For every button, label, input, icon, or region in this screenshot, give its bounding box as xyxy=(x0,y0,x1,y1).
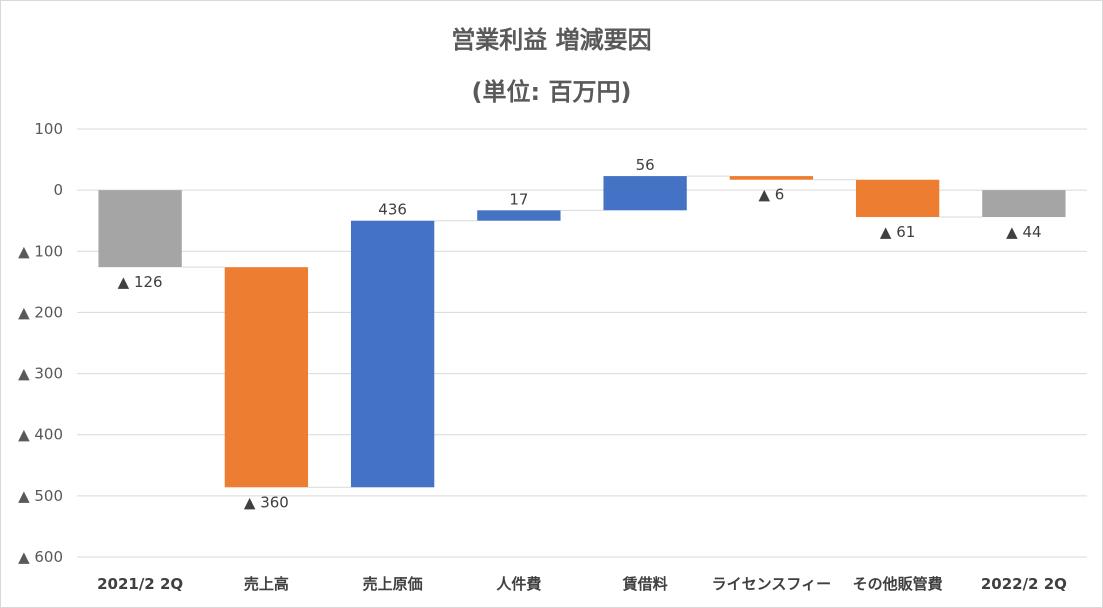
bar xyxy=(477,210,561,221)
y-tick-label: ▲ 400 xyxy=(18,426,63,444)
x-category-label: 2021/2 2Q xyxy=(97,575,183,593)
y-tick-label: 100 xyxy=(34,120,63,138)
data-label: 56 xyxy=(636,156,655,174)
bar xyxy=(729,176,814,180)
x-category-label: 売上高 xyxy=(244,575,289,593)
x-category-label: 2022/2 2Q xyxy=(981,575,1067,593)
y-tick-label: 0 xyxy=(53,181,63,199)
bar xyxy=(224,267,309,488)
chart-title: 営業利益 増減要因 xyxy=(451,26,652,54)
data-label: 436 xyxy=(378,201,407,219)
data-labels: ▲ 126 ▲ 360 436 17 56 ▲ 6 ▲ 61 ▲ 44 xyxy=(118,156,1042,511)
bar xyxy=(855,179,940,218)
data-label: 17 xyxy=(509,190,528,208)
y-tick-label: ▲ 600 xyxy=(18,548,63,566)
bar xyxy=(98,190,182,268)
y-tick-label: ▲ 200 xyxy=(18,303,63,321)
data-label: ▲ 360 xyxy=(244,493,289,511)
x-category-label: 売上原価 xyxy=(363,575,423,593)
x-category-label: ライセンスフィー xyxy=(712,575,831,593)
data-label: ▲ 44 xyxy=(1006,223,1041,241)
x-category-label: 賃借料 xyxy=(622,575,668,593)
y-tick-label: ▲ 100 xyxy=(18,242,63,260)
bar xyxy=(982,190,1066,218)
data-label: ▲ 6 xyxy=(758,186,784,204)
connector-lines xyxy=(181,175,983,488)
data-label: ▲ 126 xyxy=(118,273,163,291)
y-tick-label: ▲ 500 xyxy=(18,487,63,505)
bar xyxy=(350,220,435,488)
y-tick-label: ▲ 300 xyxy=(18,365,63,383)
bars xyxy=(98,176,1066,488)
chart-subtitle: (単位: 百万円) xyxy=(471,78,632,106)
y-axis-ticks: 100 0 ▲ 100 ▲ 200 ▲ 300 ▲ 400 ▲ 500 ▲ 600 xyxy=(18,120,63,566)
data-label: ▲ 61 xyxy=(880,223,915,241)
x-axis-categories: 2021/2 2Q 売上高 売上原価 人件費 賃借料 ライセンスフィー その他販管費 2022… xyxy=(97,575,1067,593)
x-category-label: 人件費 xyxy=(496,575,541,593)
bar xyxy=(603,176,687,211)
x-category-label: その他販管費 xyxy=(853,575,943,593)
